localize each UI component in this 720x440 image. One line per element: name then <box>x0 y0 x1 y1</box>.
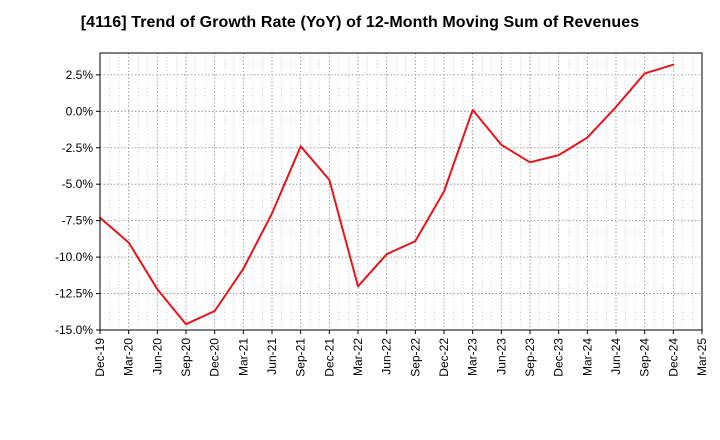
x-tick-label: Mar-20 <box>122 338 136 376</box>
x-tick-label: Mar-21 <box>236 338 250 376</box>
x-tick-label: Sep-24 <box>638 338 652 377</box>
x-tick-label: Mar-23 <box>466 338 480 376</box>
x-tick-label: Dec-22 <box>437 338 451 377</box>
x-tick-label: Dec-20 <box>208 338 222 377</box>
x-tick-label: Sep-23 <box>523 338 537 377</box>
y-tick-label: -5.0% <box>62 177 94 191</box>
y-tick-label: -7.5% <box>62 214 94 228</box>
y-tick-label: -12.5% <box>55 287 93 301</box>
y-tick-label: -10.0% <box>55 250 93 264</box>
x-tick-label: Dec-24 <box>666 338 680 377</box>
x-tick-label: Sep-22 <box>408 338 422 377</box>
x-tick-label: Dec-21 <box>322 338 336 377</box>
chart-title: [4116] Trend of Growth Rate (YoY) of 12-… <box>80 14 640 31</box>
series-line <box>99 63 675 326</box>
y-tick-label: -2.5% <box>62 141 94 155</box>
series-layer <box>99 63 675 326</box>
x-tick-label: Mar-22 <box>351 338 365 376</box>
grid-layer <box>99 53 703 331</box>
y-tick-labels: 2.5% 0.0% -2.5% -5.0% -7.5% -10.0% -12.5% -15.0… <box>55 68 100 337</box>
x-tick-labels: Dec-19 Mar-20 Jun-20 Sep-20 Dec-20 Mar-21 Jun-… <box>93 330 709 377</box>
x-tick-label: Sep-21 <box>294 338 308 377</box>
x-tick-label: Dec-19 <box>93 338 107 377</box>
x-tick-label: Dec-23 <box>552 338 566 377</box>
y-tick-label: -15.0% <box>55 323 93 337</box>
y-tick-label: 0.0% <box>66 104 94 118</box>
x-tick-label: Jun-21 <box>265 338 279 375</box>
x-tick-label: Jun-23 <box>494 338 508 375</box>
x-tick-label: Mar-24 <box>580 338 594 376</box>
x-tick-label: Mar-25 <box>695 338 709 376</box>
x-tick-label: Sep-20 <box>179 338 193 377</box>
y-tick-label: 2.5% <box>66 68 94 82</box>
x-tick-label: Jun-22 <box>380 338 394 375</box>
x-tick-label: Jun-20 <box>150 338 164 375</box>
x-tick-label: Jun-24 <box>609 338 623 375</box>
plot-frame <box>99 52 703 331</box>
